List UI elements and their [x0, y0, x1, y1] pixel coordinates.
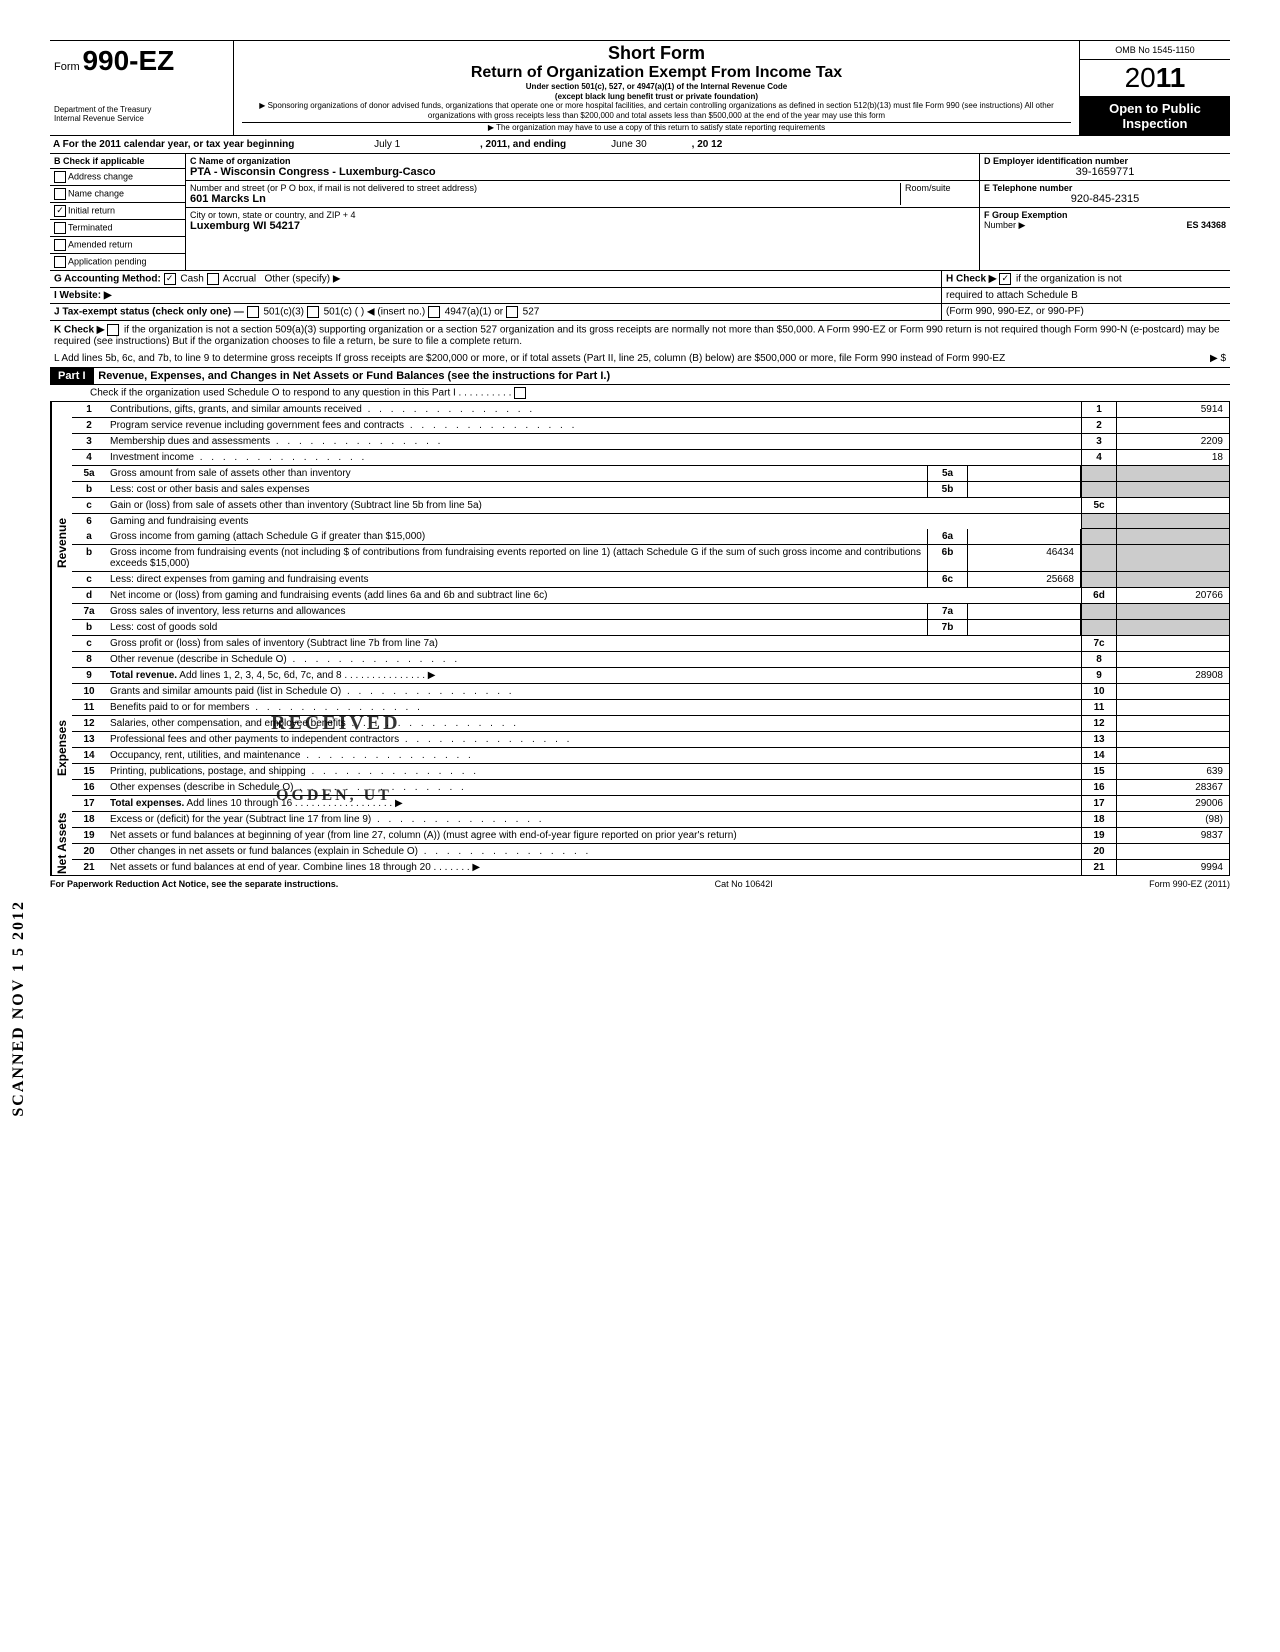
- line-19-amt: 9837: [1116, 828, 1229, 843]
- check-501c3[interactable]: [247, 306, 259, 318]
- org-info-block: B Check if applicable Address change Nam…: [50, 154, 1230, 271]
- ein: 39-1659771: [984, 166, 1226, 178]
- check-terminated[interactable]: [54, 222, 66, 234]
- line-9-amt: 28908: [1116, 668, 1229, 683]
- line-6d-amt: 20766: [1116, 588, 1229, 603]
- subtitle-section: Under section 501(c), 527, or 4947(a)(1)…: [242, 82, 1071, 92]
- check-initial[interactable]: ✓: [54, 205, 66, 217]
- form-header: Form 990-EZ Department of the Treasury I…: [50, 40, 1230, 136]
- check-pending[interactable]: [54, 256, 66, 268]
- title-short-form: Short Form: [242, 43, 1071, 64]
- line-3-amt: 2209: [1116, 434, 1229, 449]
- form-number: 990-EZ: [82, 45, 174, 76]
- dept-treasury: Department of the Treasury: [54, 105, 229, 114]
- line-16-amt: 28367: [1116, 780, 1229, 795]
- line-15-amt: 639: [1116, 764, 1229, 779]
- section-k: K Check ▶ if the organization is not a s…: [50, 321, 1230, 350]
- check-cash[interactable]: ✓: [164, 273, 176, 285]
- revenue-label: Revenue: [51, 402, 72, 684]
- check-address[interactable]: [54, 171, 66, 183]
- sponsor-text: ▶ Sponsoring organizations of donor advi…: [242, 101, 1071, 120]
- check-k[interactable]: [107, 324, 119, 336]
- netassets-label: Net Assets: [51, 812, 72, 875]
- check-name[interactable]: [54, 188, 66, 200]
- check-b-label: B Check if applicable: [50, 154, 185, 169]
- check-amended[interactable]: [54, 239, 66, 251]
- ogden-stamp: OGDEN, UT: [276, 787, 392, 805]
- dept-irs: Internal Revenue Service: [54, 114, 229, 123]
- form-prefix: Form: [54, 61, 80, 73]
- check-501c[interactable]: [307, 306, 319, 318]
- part-1-label: Part I: [50, 368, 94, 384]
- title-return: Return of Organization Exempt From Incom…: [242, 64, 1071, 82]
- part-1-check: Check if the organization used Schedule …: [50, 385, 1230, 402]
- subtitle-except: (except black lung benefit trust or priv…: [242, 92, 1071, 102]
- org-street: 601 Marcks Ln: [190, 193, 266, 205]
- check-527[interactable]: [506, 306, 518, 318]
- check-accrual[interactable]: [207, 273, 219, 285]
- org-name: PTA - Wisconsin Congress - Luxemburg-Cas…: [190, 166, 436, 178]
- open-public-1: Open to Public: [1084, 101, 1226, 116]
- tax-year: 2011: [1080, 60, 1230, 97]
- received-stamp: RECEIVED: [271, 712, 401, 735]
- satisfy-text: ▶ The organization may have to use a cop…: [242, 122, 1071, 133]
- section-l: L Add lines 5b, 6c, and 7b, to line 9 to…: [50, 350, 1230, 368]
- form-footer: For Paperwork Reduction Act Notice, see …: [50, 876, 1230, 892]
- line-4-amt: 18: [1116, 450, 1229, 465]
- group-exemption: ES 34368: [1186, 220, 1226, 230]
- line-18-amt: (98): [1116, 812, 1229, 827]
- expenses-label: Expenses: [51, 684, 72, 812]
- line-1-amt: 5914: [1116, 402, 1229, 417]
- line-6c-amt: 25668: [968, 572, 1081, 587]
- org-city: Luxemburg WI 54217: [190, 220, 300, 232]
- open-public-2: Inspection: [1084, 116, 1226, 131]
- omb-number: OMB No 1545-1150: [1080, 41, 1230, 60]
- line-21-amt: 9994: [1116, 860, 1229, 875]
- website-label: I Website: ▶: [54, 290, 112, 301]
- phone: 920-845-2315: [984, 193, 1226, 205]
- check-h[interactable]: ✓: [999, 273, 1011, 285]
- section-a-tax-year: A For the 2011 calendar year, or tax yea…: [50, 136, 1230, 154]
- part-1-title: Revenue, Expenses, and Changes in Net As…: [96, 368, 612, 384]
- scanned-stamp: SCANNED NOV 1 5 2012: [10, 900, 28, 1117]
- check-4947[interactable]: [428, 306, 440, 318]
- line-17-amt: 29006: [1116, 796, 1229, 811]
- line-6b-amt: 46434: [968, 545, 1081, 571]
